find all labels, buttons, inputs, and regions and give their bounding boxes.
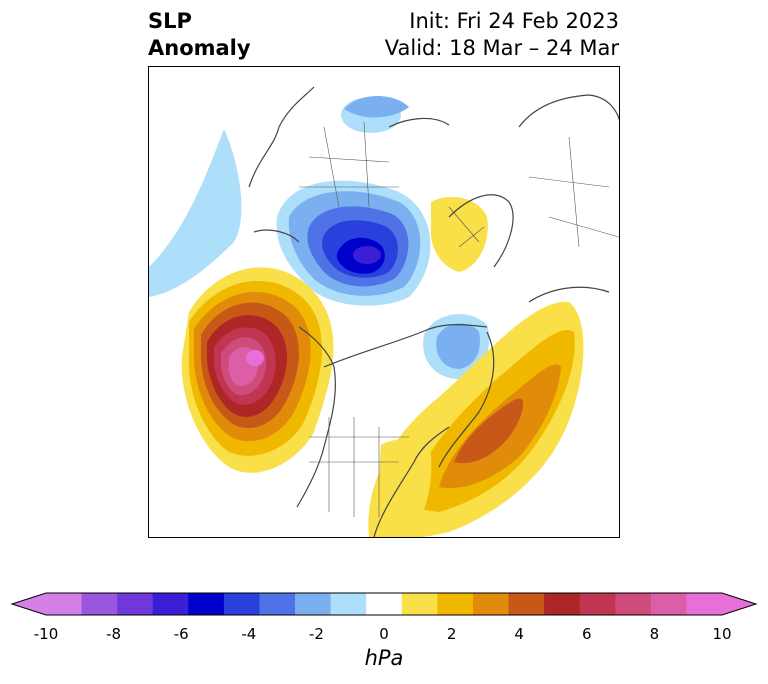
anomaly-scandinavia-high bbox=[430, 197, 488, 272]
colorbar-tick-label: 8 bbox=[649, 625, 660, 643]
colorbar-swatch bbox=[686, 593, 723, 615]
colorbar-tick-label: 10 bbox=[712, 625, 732, 643]
title-line-1: SLP bbox=[148, 9, 192, 33]
colorbar bbox=[10, 588, 758, 626]
colorbar-swatch bbox=[579, 593, 616, 615]
colorbar-swatch bbox=[330, 593, 367, 615]
colorbar-outline bbox=[10, 592, 758, 616]
anomaly-eastern-us-high bbox=[377, 438, 432, 527]
anomaly-ne-pacific-high bbox=[181, 267, 334, 473]
colorbar-unit: hPa bbox=[364, 646, 404, 670]
init-date: Init: Fri 24 Feb 2023 bbox=[409, 9, 619, 33]
colorbar-swatch bbox=[46, 593, 83, 615]
colorbar-swatch bbox=[650, 593, 687, 615]
colorbar-swatch bbox=[401, 593, 438, 615]
valid-range: Valid: 18 Mar – 24 Mar bbox=[384, 36, 619, 60]
colorbar-swatch bbox=[152, 593, 189, 615]
slp-anomaly-map bbox=[148, 66, 620, 538]
colorbar-tick-label: 6 bbox=[582, 625, 592, 643]
colorbar-swatch bbox=[223, 593, 260, 615]
coastlines bbox=[248, 86, 619, 537]
colorbar-tick-label: -8 bbox=[106, 625, 122, 643]
colorbar-extend-low bbox=[12, 593, 46, 615]
colorbar-tick-label: -4 bbox=[241, 625, 257, 643]
colorbar-tick-label: 0 bbox=[379, 625, 389, 643]
colorbar-swatch bbox=[188, 593, 225, 615]
title-right: Init: Fri 24 Feb 2023 Valid: 18 Mar – 24… bbox=[385, 8, 619, 62]
colorbar-swatch bbox=[117, 593, 154, 615]
colorbar-swatch bbox=[295, 593, 332, 615]
colorbar-swatch bbox=[81, 593, 118, 615]
colorbar-swatch bbox=[472, 593, 510, 615]
colorbar-tick-label: 4 bbox=[514, 625, 524, 643]
anomaly-hudson-bay-low bbox=[423, 314, 490, 379]
colorbar-swatch bbox=[259, 593, 296, 615]
colorbar-tick-label: -10 bbox=[33, 625, 59, 643]
borders bbox=[299, 121, 619, 517]
colorbar-tick-label: -2 bbox=[308, 625, 324, 643]
colorbar-tick-label: -6 bbox=[173, 625, 189, 643]
anomaly-arctic-low bbox=[276, 180, 431, 306]
colorbar-swatch bbox=[508, 593, 545, 615]
colorbar-swatch bbox=[615, 593, 652, 615]
colorbar-tick-label: 2 bbox=[446, 625, 457, 643]
colorbar-swatch bbox=[544, 593, 581, 615]
anomaly-north-pacific-low bbox=[149, 129, 242, 297]
title-left: SLP Anomaly bbox=[148, 8, 251, 62]
title-line-2: Anomaly bbox=[148, 36, 251, 60]
colorbar-extend-high bbox=[722, 593, 756, 615]
colorbar-swatch bbox=[366, 593, 403, 615]
colorbar-swatch bbox=[437, 593, 474, 615]
